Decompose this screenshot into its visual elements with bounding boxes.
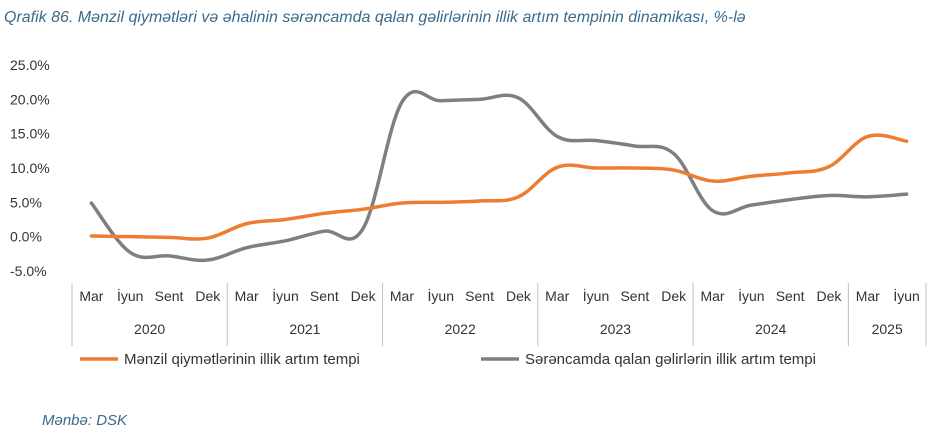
x-tick-label: Mar [79,288,103,304]
legend-label: Sərəncamda qalan gəlirlərin illik artım … [525,351,816,368]
x-tick-label: İyun [272,287,298,304]
year-label: 2021 [289,321,320,337]
x-tick-label: Dek [351,288,377,304]
series-line-1 [89,89,909,263]
legend-label: Mənzil qiymətlərinin illik artım tempi [124,351,360,368]
x-tick-label: Mar [545,288,569,304]
x-tick-label: Sent [465,288,494,304]
x-tick-label: İyun [738,287,764,304]
year-label: 2024 [755,321,786,337]
year-label: 2025 [872,321,903,337]
y-tick-label: 5.0% [10,194,42,210]
x-tick-label: Dek [195,288,221,304]
x-tick-label: Sent [620,288,649,304]
x-tick-label: Dek [661,288,687,304]
x-tick-label: Mar [235,288,259,304]
year-label: 2023 [600,321,631,337]
x-tick-label: İyun [428,287,454,304]
plot-area [89,89,909,263]
y-tick-label: 0.0% [10,229,42,245]
x-tick-label: Mar [390,288,414,304]
x-axis: Mar İyun Sent Dek Mar İyun Sent Dek Mar İyun Sent D… [71,283,927,346]
year-label: 2022 [445,321,476,337]
y-tick-label: -5.0% [10,263,47,279]
x-tick-label: Sent [776,288,805,304]
x-tick-label: İyun [893,287,919,304]
x-tick-label: İyun [117,287,143,304]
x-tick-label: Dek [817,288,843,304]
y-axis: 25.0% 20.0% 15.0% 10.0% 5.0% 0.0% -5.0% [10,57,50,279]
source-note: Mənbə: DSK [42,412,128,429]
x-tick-label: Sent [310,288,339,304]
x-tick-label: Mar [856,288,880,304]
y-tick-label: 25.0% [10,57,50,73]
line-chart: 25.0% 20.0% 15.0% 10.0% 5.0% 0.0% -5.0% Mar İyu… [10,57,927,368]
legend: Mənzil qiymətlərinin illik artım tempi Sə… [80,351,816,368]
y-tick-label: 10.0% [10,160,50,176]
y-tick-label: 20.0% [10,91,50,107]
chart-title: Qrafik 86. Mənzil qiymətləri və əhalinin… [4,9,746,26]
x-tick-label: Dek [506,288,532,304]
series-line-0 [89,133,909,241]
x-tick-label: İyun [583,287,609,304]
x-tick-label: Sent [155,288,184,304]
x-tick-label: Mar [700,288,724,304]
year-label: 2020 [134,321,165,337]
y-tick-label: 15.0% [10,126,50,142]
